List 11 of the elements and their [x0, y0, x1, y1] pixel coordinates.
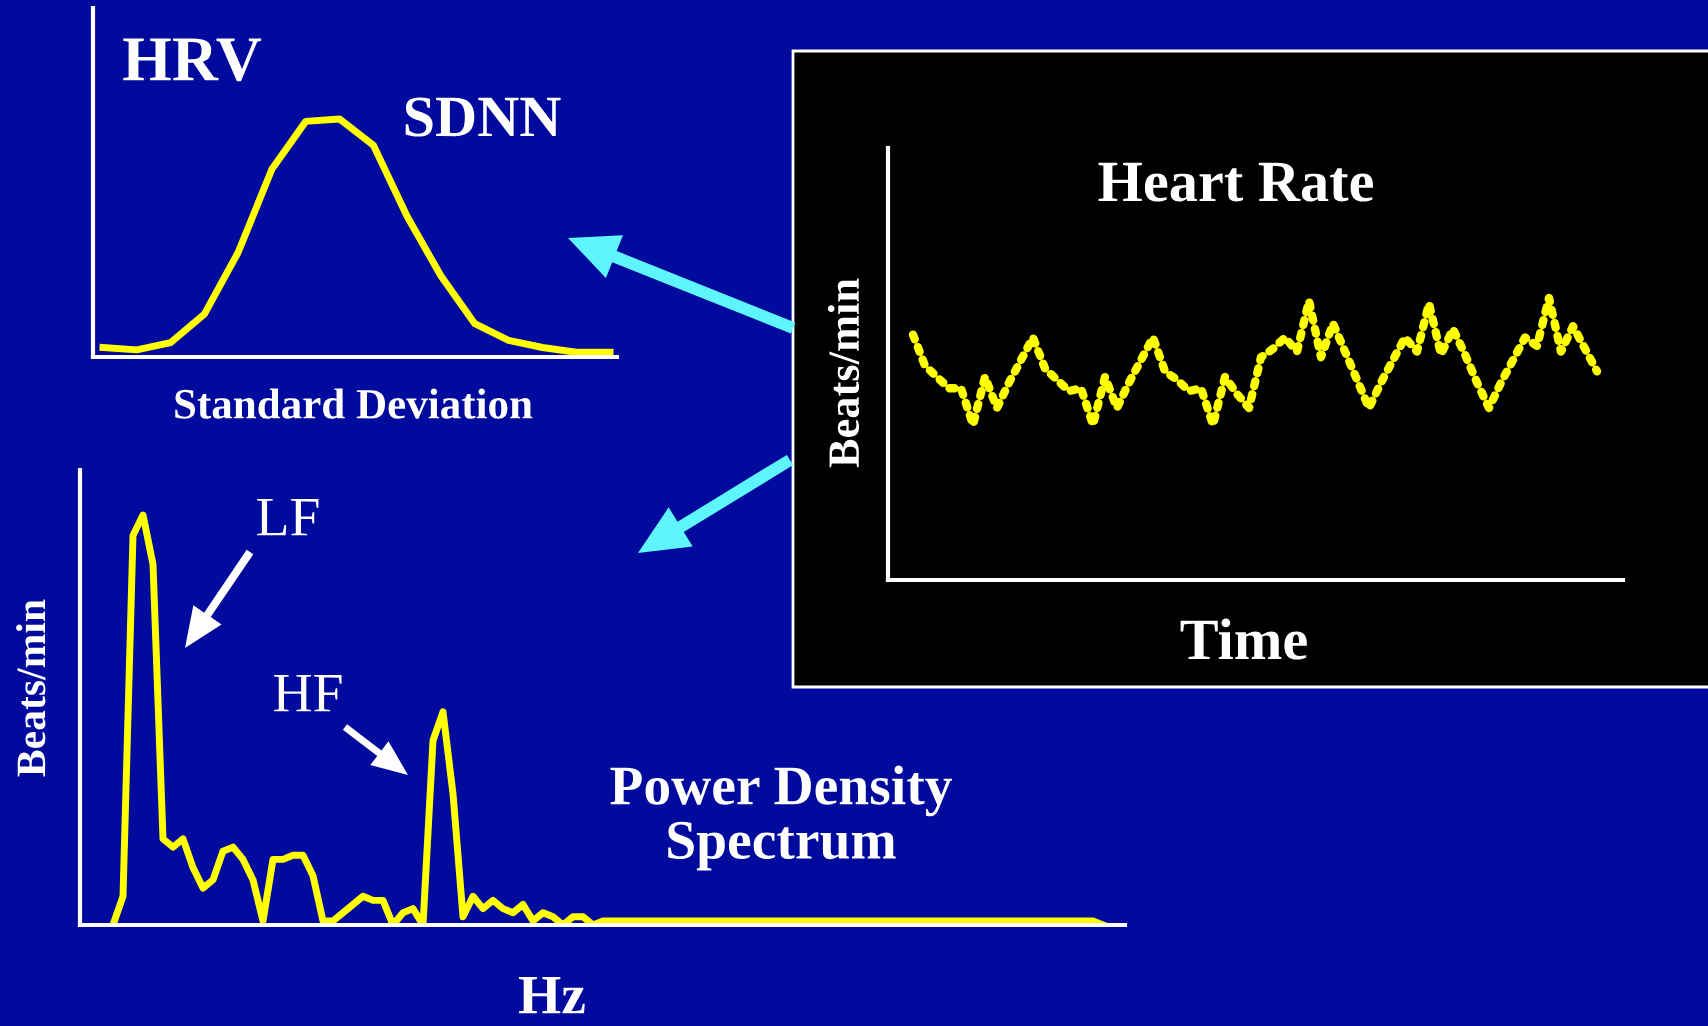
y-axis-title: Beats/min: [827, 278, 860, 468]
annotation: SDNN: [405, 97, 561, 137]
annotation: HF: [274, 674, 342, 712]
annotation: LF: [257, 498, 319, 536]
x-axis-title: Time: [1180, 618, 1307, 660]
chart-title: HRV: [123, 38, 262, 82]
text: Power Density Spectrum: [610, 765, 952, 871]
y-axis-title: Beats/min: [16, 599, 46, 777]
x-axis-title: Standard Deviation: [175, 388, 533, 419]
chart-title: Heart Rate: [1098, 162, 1373, 202]
x-axis-title: Hz: [519, 976, 585, 1014]
